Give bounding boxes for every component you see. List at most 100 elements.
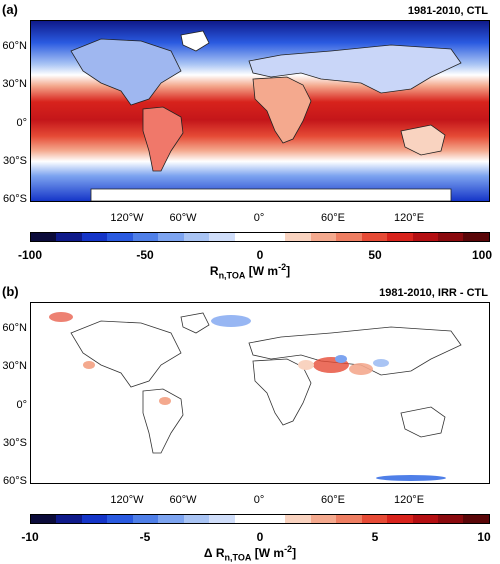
lat-label: 30°N bbox=[2, 78, 27, 90]
landmass-africa bbox=[252, 76, 312, 144]
colorbar-segment bbox=[463, 233, 489, 241]
colorbar-tick: -100 bbox=[17, 248, 43, 262]
colorbar bbox=[30, 232, 490, 242]
coastline-greenland bbox=[180, 312, 210, 334]
colorbar-segment bbox=[158, 515, 184, 523]
colorbar-segment bbox=[107, 233, 133, 241]
lon-label: 120°W bbox=[110, 212, 144, 224]
coastline-south-america bbox=[142, 388, 184, 454]
colorbar-segment bbox=[209, 515, 235, 523]
lat-label: 60°N bbox=[2, 322, 27, 334]
colorbar-segment bbox=[387, 233, 413, 241]
anomaly-negative bbox=[335, 355, 347, 363]
coastline-eurasia bbox=[248, 326, 462, 376]
colorbar-segment bbox=[183, 233, 210, 241]
anomaly-negative bbox=[211, 315, 251, 327]
lon-label: 60°E bbox=[321, 212, 345, 224]
map-ctl-svg bbox=[31, 21, 489, 201]
colorbar-segment bbox=[310, 515, 337, 523]
colorbar-segment bbox=[56, 515, 82, 523]
panel-a: (a) 1981-2010, CTL bbox=[2, 2, 493, 281]
colorbar-tick: 50 bbox=[368, 248, 382, 262]
panel-label: (b) bbox=[2, 284, 19, 299]
colorbar-segment bbox=[31, 233, 57, 241]
colorbar-tick: 5 bbox=[371, 530, 379, 544]
colorbar-segment bbox=[259, 233, 286, 241]
colorbar-segment bbox=[259, 515, 286, 523]
colorbar-tick: 0 bbox=[256, 530, 264, 544]
panel-title: 1981-2010, IRR - CTL bbox=[379, 287, 488, 299]
coastline-north-america bbox=[70, 320, 182, 388]
lat-label: 0° bbox=[16, 399, 27, 411]
colorbar-segment bbox=[412, 515, 438, 523]
colorbar-segment bbox=[285, 515, 311, 523]
panel-title: 1981-2010, CTL bbox=[407, 5, 488, 17]
lat-label: 60°N bbox=[2, 40, 27, 52]
map-ctl bbox=[30, 20, 490, 202]
anomaly-positive bbox=[349, 363, 373, 375]
lat-label: 0° bbox=[16, 117, 27, 129]
colorbar-segment bbox=[132, 233, 159, 241]
colorbar-tick: 0 bbox=[256, 248, 264, 262]
colorbar-label: Δ Rn,TOA [W m-2] bbox=[203, 544, 297, 563]
lon-label: 0° bbox=[253, 212, 265, 224]
anomaly-positive bbox=[83, 361, 95, 369]
lon-label: 0° bbox=[253, 494, 265, 506]
colorbar-segment bbox=[361, 233, 388, 241]
field-background bbox=[31, 303, 489, 483]
colorbar-segment bbox=[234, 233, 260, 241]
colorbar-segment bbox=[107, 515, 133, 523]
colorbar-segment bbox=[412, 233, 438, 241]
coastline-australia bbox=[400, 406, 446, 438]
colorbar-segment bbox=[438, 515, 464, 523]
colorbar-tick: 10 bbox=[477, 530, 491, 544]
anomaly-negative bbox=[373, 359, 389, 367]
colorbar-segment bbox=[81, 233, 108, 241]
colorbar-segment bbox=[183, 515, 210, 523]
lon-label: 60°W bbox=[169, 212, 197, 224]
anomaly-positive bbox=[159, 397, 171, 405]
colorbar-segment bbox=[132, 515, 159, 523]
colorbar-segment bbox=[361, 515, 388, 523]
lat-label: 60°S bbox=[3, 193, 27, 205]
lon-label: 120°E bbox=[393, 494, 425, 506]
colorbar-segment bbox=[209, 233, 235, 241]
lat-label: 30°S bbox=[3, 155, 27, 167]
lon-label: 120°E bbox=[393, 212, 425, 224]
landmass-south-america bbox=[142, 106, 184, 172]
lon-label: 60°E bbox=[321, 494, 345, 506]
lon-label: 60°W bbox=[169, 494, 197, 506]
lat-label: 30°S bbox=[3, 437, 27, 449]
colorbar-segment bbox=[31, 515, 57, 523]
colorbar-label: Rn,TOA [W m-2] bbox=[209, 262, 291, 281]
colorbar-segment bbox=[234, 515, 260, 523]
colorbar-segment bbox=[81, 515, 108, 523]
colorbar-tick: -10 bbox=[21, 530, 39, 544]
colorbar bbox=[30, 514, 490, 524]
colorbar-segment bbox=[438, 233, 464, 241]
coastline-africa bbox=[252, 358, 312, 426]
colorbar-segment bbox=[387, 515, 413, 523]
landmass-greenland bbox=[180, 30, 210, 52]
colorbar-segment bbox=[463, 515, 489, 523]
colorbar-segment bbox=[336, 515, 362, 523]
colorbar-tick: 100 bbox=[471, 248, 493, 262]
map-irr-svg bbox=[31, 303, 489, 483]
colorbar-segment bbox=[56, 233, 82, 241]
anomaly-positive bbox=[49, 312, 73, 322]
anomaly-negative bbox=[376, 475, 446, 481]
lat-label: 60°S bbox=[3, 475, 27, 487]
landmass-eurasia bbox=[248, 44, 462, 94]
landmass-antarctica bbox=[90, 188, 452, 201]
panel-b: (b) 1981-2010, IRR - CTL bbox=[0, 282, 500, 564]
lon-label: 120°W bbox=[110, 494, 144, 506]
colorbar-tick: -50 bbox=[136, 248, 154, 262]
map-irr-ctl bbox=[30, 302, 490, 484]
landmass-north-america bbox=[70, 38, 182, 106]
colorbar-segment bbox=[285, 233, 311, 241]
colorbar-tick: -5 bbox=[139, 530, 151, 544]
anomaly-positive bbox=[298, 360, 314, 370]
landmass-australia bbox=[400, 124, 446, 156]
colorbar-segment bbox=[158, 233, 184, 241]
panel-label: (a) bbox=[2, 2, 18, 17]
